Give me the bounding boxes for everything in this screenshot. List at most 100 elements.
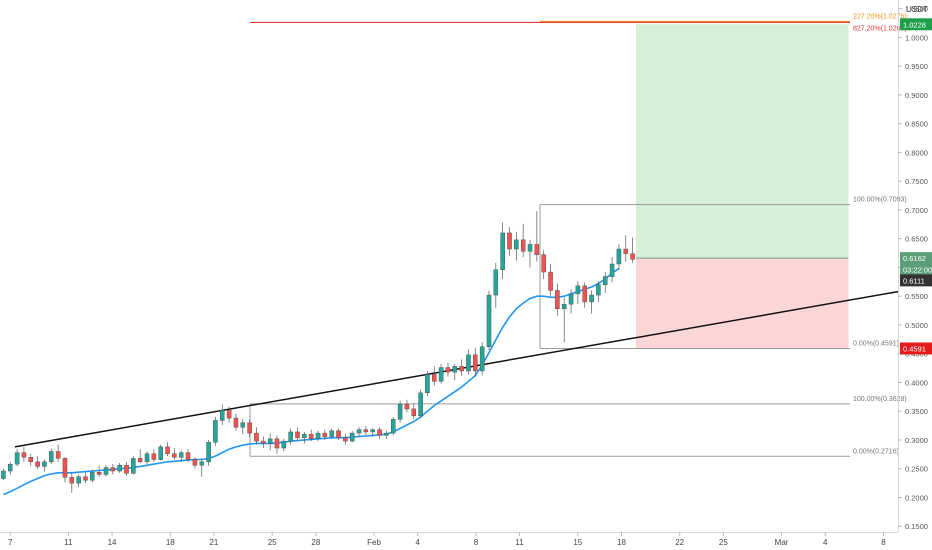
- price-badge-label: 1.0228: [903, 20, 926, 29]
- candle-body: [589, 294, 594, 303]
- x-tick-label: 4: [415, 538, 420, 547]
- candle: [281, 438, 287, 452]
- candle-body: [199, 461, 205, 466]
- price-badge: 0.6162: [900, 252, 932, 265]
- candle: [178, 450, 184, 462]
- y-tick-label: 0.2000: [905, 493, 928, 502]
- candle: [602, 272, 608, 293]
- candle: [247, 419, 252, 438]
- y-tick-label: 0.6500: [905, 235, 928, 244]
- candle: [8, 461, 13, 475]
- price-badge-bg: [900, 252, 932, 265]
- candle: [493, 262, 499, 308]
- y-tick-label: 0.4000: [905, 378, 928, 387]
- candle: [575, 281, 581, 305]
- candle-body: [288, 431, 293, 442]
- y-tick-label: 0.3500: [905, 407, 928, 416]
- y-tick-label: 0.7000: [905, 206, 928, 215]
- candle-body: [575, 285, 581, 295]
- candle: [62, 457, 68, 483]
- candle: [377, 427, 382, 439]
- loss-zone: [636, 258, 849, 349]
- candle: [42, 459, 47, 472]
- candle-body: [390, 419, 396, 434]
- x-tick-label: 11: [64, 538, 73, 547]
- candle: [479, 342, 485, 376]
- y-tick-label: 1.0000: [905, 33, 928, 42]
- candle: [411, 403, 417, 420]
- candle-body: [609, 263, 615, 277]
- candle-body: [8, 463, 13, 472]
- candle-body: [507, 232, 512, 250]
- candle-body: [377, 429, 382, 436]
- candle: [172, 448, 177, 460]
- candle-body: [267, 438, 273, 444]
- candle-body: [172, 453, 177, 458]
- price-badge-bg: [900, 263, 932, 276]
- candle: [199, 458, 205, 477]
- y-tick-label: 0.8500: [905, 120, 928, 129]
- fib-lower-label: 0.00%(0.2716): [853, 448, 899, 455]
- candle-body: [322, 432, 328, 437]
- candle-body: [336, 430, 341, 438]
- candle: [548, 263, 553, 297]
- price-badge-label: 0.4591: [903, 344, 926, 353]
- candle-body: [459, 366, 464, 372]
- candle-body: [14, 452, 20, 465]
- candle: [213, 416, 218, 446]
- fib-labels-layer: 227.20%(1.0276) 827.20%(1.0260) 100.00%(0.…: [853, 14, 907, 456]
- candle: [28, 453, 34, 466]
- candle: [151, 449, 157, 462]
- candle: [520, 223, 526, 258]
- candle-body: [527, 244, 533, 252]
- currency-label: USDT: [906, 5, 928, 14]
- candle-body: [514, 239, 519, 250]
- candle: [267, 433, 273, 451]
- candle: [452, 364, 458, 381]
- candle: [14, 449, 20, 467]
- candle: [349, 430, 355, 443]
- price-badge-label: 0.6162: [903, 254, 926, 263]
- candle: [55, 444, 61, 462]
- candle-body: [479, 346, 485, 372]
- candle-body: [165, 446, 170, 454]
- candle: [124, 461, 129, 476]
- candle: [363, 426, 369, 436]
- candle: [527, 239, 533, 268]
- fib-upper-label: 0.00%(0.4591): [853, 340, 899, 347]
- candle: [261, 436, 266, 449]
- fib-retracement-lines[interactable]: [249, 20, 850, 457]
- candle: [384, 430, 389, 439]
- candle-body: [1, 470, 6, 479]
- y-tick-label: 0.5500: [905, 292, 928, 301]
- y-tick-label: 0.2500: [905, 465, 928, 474]
- candle: [609, 257, 615, 283]
- price-badge-label: 0.6111: [903, 276, 925, 285]
- candle-body: [55, 451, 61, 459]
- y-tick-label: 1.0500: [905, 5, 928, 14]
- x-tick-label: 18: [617, 538, 626, 547]
- candle: [630, 237, 635, 263]
- candle-body: [616, 248, 622, 265]
- candle: [534, 211, 540, 262]
- candle-body: [158, 446, 163, 460]
- candle: [343, 434, 348, 445]
- candle-body: [117, 465, 122, 472]
- candle-body: [69, 477, 75, 484]
- candle: [596, 281, 601, 302]
- candle-body: [254, 432, 259, 442]
- x-tick-label: 11: [515, 538, 524, 547]
- long-position-tool[interactable]: [636, 24, 849, 349]
- candle-body: [206, 442, 211, 463]
- candle: [370, 428, 375, 437]
- candle-body: [384, 432, 389, 436]
- candle-body: [493, 269, 499, 296]
- x-tick-label: Feb: [367, 538, 381, 547]
- candle-body: [582, 285, 587, 303]
- candle-body: [568, 293, 574, 305]
- candle: [295, 427, 300, 442]
- candle: [589, 290, 594, 314]
- x-tick-label: 7: [8, 538, 13, 547]
- candle-body: [151, 453, 157, 460]
- candle-body: [445, 367, 451, 373]
